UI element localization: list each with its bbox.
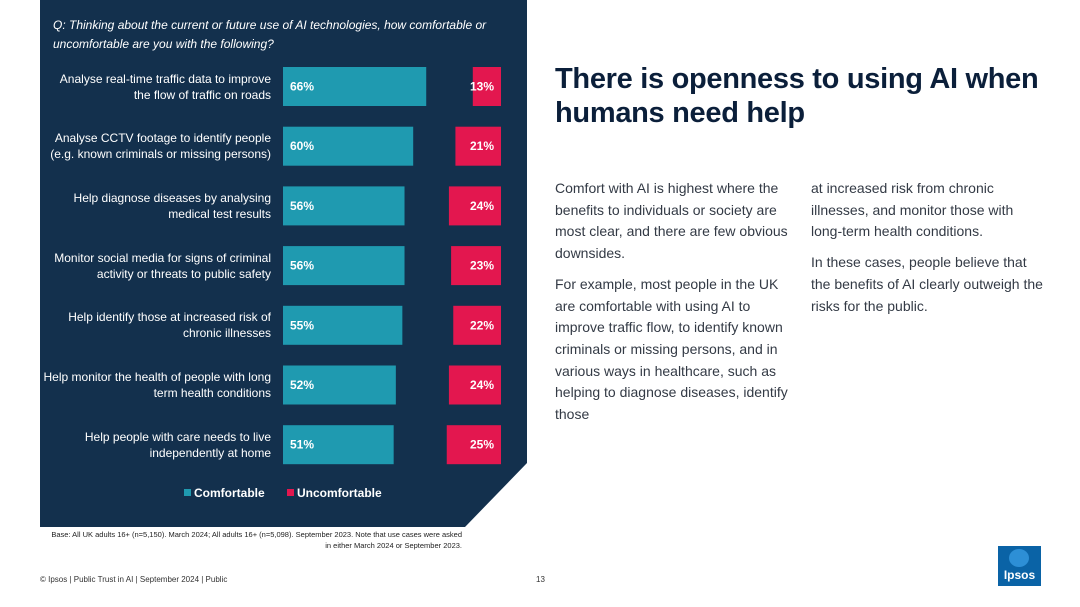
uncomfortable-value-label: 24% <box>470 199 494 213</box>
category-label: Help identify those at increased risk of… <box>68 310 271 341</box>
comfortable-bar <box>283 425 394 465</box>
bar-chart: 66% 13% 60% 21% 56% 24% 56% 23% 55% 22% 52% 24% 51% 2… <box>40 0 527 527</box>
uncomfortable-value-label: 23% <box>470 259 494 273</box>
uncomfortable-bar <box>448 365 501 405</box>
survey-question: Q: Thinking about the current or future … <box>53 18 487 51</box>
comfortable-bar <box>283 186 405 226</box>
legend-label-comfortable: Comfortable <box>194 486 265 500</box>
body-column-right: at increased risk from chronic illnesses… <box>811 178 1046 326</box>
comfortable-bar <box>283 246 405 286</box>
body-paragraph-4: In these cases, people believe that the … <box>811 254 1043 314</box>
uncomfortable-value-label: 22% <box>470 318 494 332</box>
comfortable-value-label: 56% <box>290 259 314 273</box>
uncomfortable-value-label: 24% <box>470 378 494 392</box>
uncomfortable-value-label: 25% <box>470 438 494 452</box>
comfortable-value-label: 52% <box>290 378 314 392</box>
category-label: Monitor social media for signs of crimin… <box>54 250 271 281</box>
body-paragraph-1: Comfort with AI is highest where the ben… <box>555 180 788 262</box>
footer-text: © Ipsos | Public Trust in AI | September… <box>40 575 228 584</box>
uncomfortable-bar <box>455 126 501 166</box>
uncomfortable-value-label: 13% <box>470 80 494 94</box>
legend-swatch-uncomfortable <box>287 489 294 496</box>
comfortable-bar <box>283 365 396 405</box>
logo-mark <box>1009 549 1029 567</box>
uncomfortable-bar <box>451 246 501 286</box>
chart-panel: 66% 13% 60% 21% 56% 24% 56% 23% 55% 22% 52% 24% 51% 2… <box>40 0 527 527</box>
body-paragraph-2: For example, most people in the UK are c… <box>555 275 788 423</box>
comfortable-bar <box>283 126 414 166</box>
legend-swatch-comfortable <box>184 489 191 496</box>
uncomfortable-bar <box>453 305 501 345</box>
comfortable-value-label: 56% <box>290 199 314 213</box>
uncomfortable-value-label: 21% <box>470 139 494 153</box>
body-paragraph-3: at increased risk from chronic illnesses… <box>811 180 1014 240</box>
comfortable-value-label: 60% <box>290 139 314 153</box>
category-label: Help people with care needs to live inde… <box>84 429 271 460</box>
comfortable-bar <box>283 305 403 345</box>
comfortable-value-label: 55% <box>290 318 314 332</box>
comfortable-bar <box>283 67 427 106</box>
comfortable-value-label: 51% <box>290 438 314 452</box>
comfortable-value-label: 66% <box>290 80 314 94</box>
slide-title: There is openness to using AI when human… <box>555 63 1039 129</box>
category-label: Help monitor the health of people with l… <box>43 370 271 400</box>
legend-label-uncomfortable: Uncomfortable <box>297 486 382 500</box>
uncomfortable-bar <box>446 425 501 465</box>
category-label: Help diagnose diseases by analysing medi… <box>73 190 271 221</box>
uncomfortable-bar <box>472 67 501 106</box>
category-label: Analyse CCTV footage to identify people … <box>50 131 271 162</box>
logo-text: Ipsos <box>1003 568 1036 582</box>
category-label: Analyse real-time traffic data to improv… <box>59 71 271 102</box>
page-number: 13 <box>536 575 545 584</box>
base-note: Base: All UK adults 16+ (n=5,150). March… <box>51 530 462 550</box>
body-column-left: Comfort with AI is highest where the ben… <box>555 178 790 435</box>
uncomfortable-bar <box>448 186 501 226</box>
ipsos-logo: Ipsos <box>998 546 1041 586</box>
